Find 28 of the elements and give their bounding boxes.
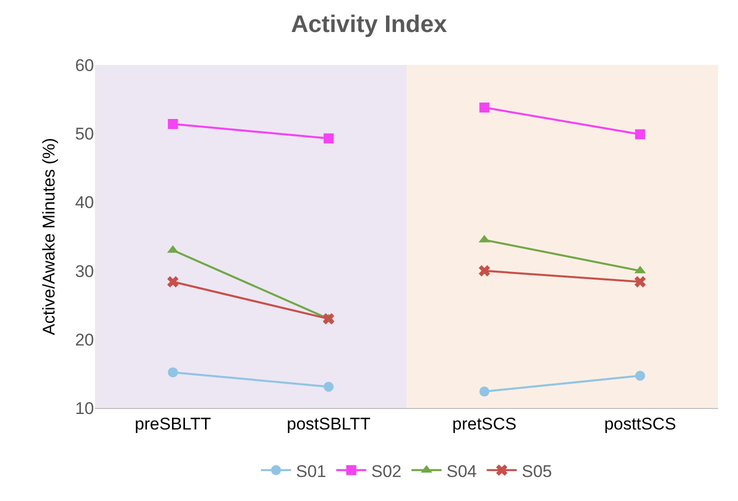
y-axis-title: Active/Awake Minutes (%) <box>40 138 59 336</box>
point <box>168 367 178 378</box>
point <box>168 119 178 129</box>
point <box>322 313 334 324</box>
x-tick-label: pretSCS <box>452 414 517 434</box>
y-tick-label: 40 <box>75 193 94 212</box>
point <box>635 370 646 381</box>
point <box>324 382 334 392</box>
legend-label: S02 <box>371 462 402 481</box>
point <box>634 276 646 288</box>
point <box>167 276 179 288</box>
x-tick-label: postSBLTT <box>286 414 371 434</box>
y-tick-label: 60 <box>75 56 94 75</box>
point <box>635 129 646 140</box>
chart-title: Activity Index <box>290 10 448 38</box>
legend-label: S05 <box>522 462 552 481</box>
point <box>479 102 490 113</box>
point <box>324 133 334 144</box>
legend-label: S01 <box>296 462 326 481</box>
x-tick-label: posttSCS <box>604 414 676 434</box>
y-tick-label: 20 <box>75 330 94 350</box>
x-tick-label: preSBLTT <box>134 414 211 434</box>
y-tick-label: 50 <box>75 124 94 144</box>
point <box>478 265 490 276</box>
point <box>479 386 490 397</box>
y-tick-label: 10 <box>75 398 94 418</box>
y-tick-label: 30 <box>75 262 94 281</box>
legend-label: S04 <box>446 462 477 481</box>
